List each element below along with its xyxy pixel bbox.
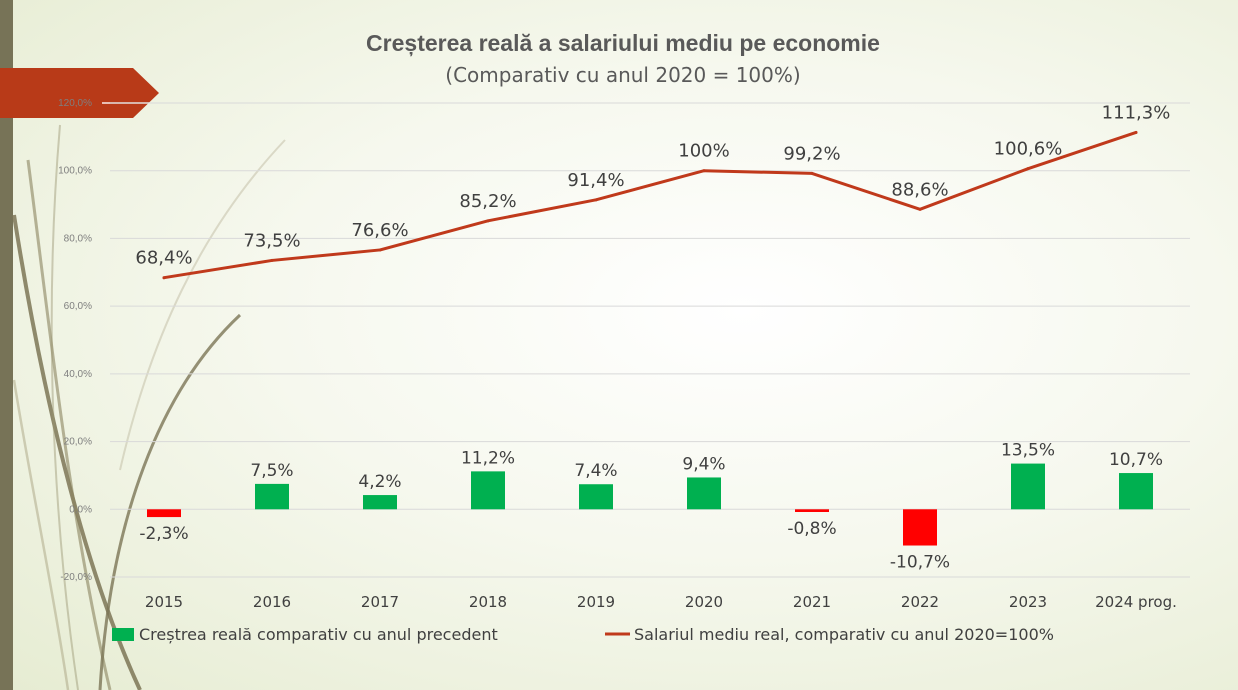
- legend: Creștrea reală comparativ cu anul preced…: [112, 625, 1054, 644]
- decor-curve-3: [50, 124, 79, 690]
- left-strip: [0, 0, 13, 690]
- line-point: [810, 171, 814, 175]
- chart-title: Creșterea reală a salariului mediu pe ec…: [366, 30, 880, 57]
- bar: [147, 509, 181, 518]
- bar-data-label: -2,3%: [139, 524, 188, 544]
- line-point: [270, 258, 274, 262]
- line-data-label: 85,2%: [459, 191, 516, 212]
- bar-data-label: 9,4%: [682, 454, 725, 474]
- bar: [1119, 473, 1153, 510]
- bar-data-label: -0,8%: [787, 519, 836, 539]
- line-data-label: 91,4%: [567, 170, 624, 191]
- line-data-label: 111,3%: [1102, 102, 1171, 123]
- x-tick-label: 2020: [685, 593, 723, 611]
- x-tick-label: 2016: [253, 593, 291, 611]
- x-tick-label: 2017: [361, 593, 399, 611]
- x-tick-label: 2021: [793, 593, 831, 611]
- data-labels: -2,3% 7,5% 4,2% 11,2% 7,4% 9,4% -0,8% -10,7% 13,…: [135, 102, 1170, 572]
- decor-curve-2: [26, 159, 112, 690]
- y-tick-label: 120,0%: [58, 98, 92, 109]
- line-data-label: 76,6%: [351, 220, 408, 241]
- bar-data-label: 13,5%: [1001, 441, 1055, 461]
- x-tick-label: 2018: [469, 593, 507, 611]
- legend-bar-swatch: [112, 628, 134, 641]
- line-data-label: 68,4%: [135, 248, 192, 269]
- y-tick-label: 100,0%: [58, 166, 92, 177]
- y-axis-ticks: -20,0% 0,0% 20,0% 40,0% 60,0% 80,0% 100,0% 120,…: [58, 98, 92, 583]
- y-tick-label: -20,0%: [60, 572, 92, 583]
- bar: [903, 509, 937, 546]
- bar-data-label: -10,7%: [890, 553, 950, 573]
- line-series-path: [162, 130, 1138, 280]
- bar-data-label: 11,2%: [461, 448, 515, 468]
- y-tick-label: 0,0%: [69, 504, 92, 515]
- line-point: [378, 248, 382, 252]
- x-tick-label: 2024 prog.: [1095, 593, 1177, 611]
- slide-decoration: [0, 0, 286, 690]
- x-tick-label: 2015: [145, 593, 183, 611]
- line-data-label: 99,2%: [783, 143, 840, 164]
- line-point: [918, 207, 922, 211]
- legend-line-label: Salariul mediu real, comparativ cu anul …: [634, 625, 1054, 644]
- chart-subtitle: (Comparativ cu anul 2020 = 100%): [445, 63, 800, 87]
- bar: [1011, 463, 1045, 510]
- y-tick-label: 40,0%: [64, 369, 92, 380]
- x-tick-label: 2023: [1009, 593, 1047, 611]
- line-data-label: 88,6%: [891, 179, 948, 200]
- bar-data-label: 7,5%: [250, 461, 293, 481]
- bar-data-label: 7,4%: [574, 461, 617, 481]
- bar: [363, 495, 397, 510]
- bar-data-label: 4,2%: [358, 472, 401, 492]
- line-point: [702, 169, 706, 173]
- y-tick-label: 60,0%: [64, 301, 92, 312]
- line-data-label: 100%: [678, 141, 729, 162]
- y-tick-label: 80,0%: [64, 233, 92, 244]
- decor-curve-5: [119, 139, 286, 471]
- line-data-label: 73,5%: [243, 230, 300, 251]
- gridlines: [110, 102, 1190, 578]
- line-point: [1026, 167, 1030, 171]
- x-tick-label: 2022: [901, 593, 939, 611]
- bar: [795, 509, 829, 512]
- x-tick-label: 2019: [577, 593, 615, 611]
- line-point: [486, 219, 490, 223]
- line-data-label: 100,6%: [994, 139, 1063, 160]
- line-point: [594, 198, 598, 202]
- line-point: [1134, 130, 1138, 134]
- bar-data-label: 10,7%: [1109, 450, 1163, 470]
- y-tick-label: 20,0%: [64, 437, 92, 448]
- bar-series: [147, 463, 1153, 546]
- line-point: [162, 276, 166, 280]
- legend-bar-label: Creștrea reală comparativ cu anul preced…: [139, 625, 498, 644]
- bar: [579, 484, 613, 510]
- decor-curve-6: [12, 379, 70, 690]
- decor-curve-4: [98, 313, 242, 690]
- bar: [471, 471, 505, 510]
- bar: [687, 477, 721, 510]
- line-series: [162, 130, 1138, 280]
- arrow-banner: [0, 68, 159, 118]
- bar: [255, 483, 289, 510]
- x-axis-ticks: 2015 2016 2017 2018 2019 2020 2021 2022 2023 2024…: [145, 593, 1177, 611]
- decor-curve-1: [12, 214, 142, 690]
